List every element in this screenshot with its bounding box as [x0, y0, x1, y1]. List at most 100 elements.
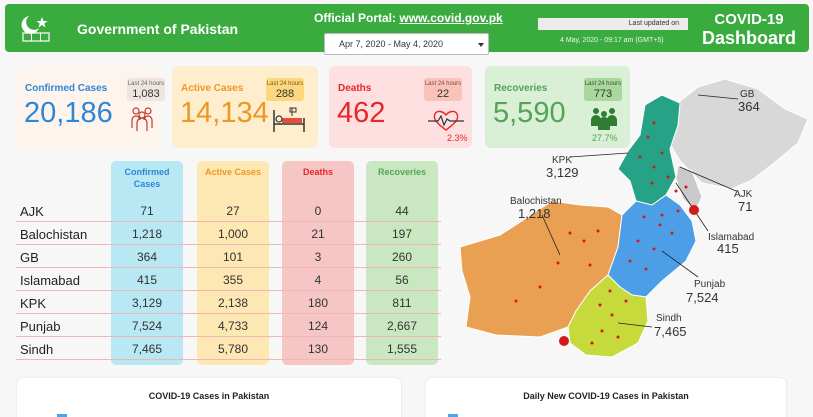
map-label-punjab-name: Punjab [694, 279, 726, 290]
cell-deaths: 3 [314, 250, 322, 264]
deaths-24h-label: Last 24 hours [424, 81, 462, 87]
cell-deaths: 21 [311, 227, 325, 241]
active-card: Active Cases 14,134 Last 24 hours 288 [172, 66, 318, 148]
cell-active: 101 [222, 250, 244, 264]
cell-confirmed: 7,465 [131, 342, 163, 356]
last-updated-label: Last updated on [538, 18, 688, 30]
legend-swatch [57, 414, 67, 417]
col-head-active: Active Cases [204, 167, 262, 177]
cell-recoveries: 197 [391, 227, 413, 241]
cell-deaths: 124 [307, 319, 329, 333]
pakistan-map[interactable]: GB 364 KPK 3,129 AJK 71 Balochistan 1,21… [440, 65, 813, 370]
active-24h-value: 288 [275, 88, 295, 100]
map-label-balochistan-name: Balochistan [510, 196, 562, 207]
cell-active: 1,000 [217, 227, 249, 241]
map-region-kpk [617, 94, 681, 206]
cell-active: 5,780 [217, 342, 249, 356]
deaths-value: 462 [337, 97, 386, 129]
confirmed-label: Confirmed Cases [25, 83, 108, 94]
confirmed-value: 20,186 [24, 97, 113, 129]
death-rate: 2.3% [447, 133, 468, 143]
table-row: Islamabad 415 355 4 56 [16, 268, 441, 291]
table-row: KPK 3,129 2,138 180 811 [16, 291, 441, 314]
deaths-24h-badge: Last 24 hours 22 [424, 78, 462, 101]
col-head-confirmed: Confirmed Cases [124, 167, 170, 189]
map-label-islamabad-value: 415 [717, 241, 739, 256]
deaths-column [282, 161, 354, 365]
portal-line: Official Portal: www.covid.gov.pk [314, 11, 503, 25]
active-24h-badge: Last 24 hours 288 [266, 78, 304, 101]
daily-chart-title: Daily New COVID-19 Cases in Pakistan [523, 391, 689, 401]
recoveries-column [366, 161, 438, 365]
cases-chart-legend [57, 414, 70, 417]
cases-chart-title: COVID-19 Cases in Pakistan [148, 391, 270, 401]
table-row: Punjab 7,524 4,733 124 2,667 [16, 314, 441, 337]
map-label-sindh-name: Sindh [656, 313, 682, 324]
cell-deaths: 0 [314, 204, 322, 218]
date-range-value: Apr 7, 2020 - May 4, 2020 [339, 39, 444, 49]
active-24h-label: Last 24 hours [266, 81, 304, 87]
col-head-recoveries: Recoveries [377, 167, 427, 177]
confirmed-24h-label: Last 24 hours [127, 81, 165, 87]
deaths-24h-value: 22 [436, 88, 450, 100]
confirmed-24h-badge: Last 24 hours 1,083 [127, 78, 165, 101]
province-name: KPK [20, 296, 47, 311]
province-name: Islamabad [20, 273, 80, 288]
active-column [197, 161, 269, 365]
table-row: AJK 71 27 0 44 [16, 199, 441, 222]
cell-deaths: 180 [307, 296, 329, 310]
dashboard-title-line2: Dashboard [701, 28, 797, 48]
deaths-card: Deaths 462 Last 24 hours 22 2.3% [329, 66, 472, 148]
recoveries-card: Recoveries 5,590 Last 24 hours 773 27.7% [485, 66, 630, 148]
province-name: GB [20, 250, 39, 265]
deaths-label: Deaths [338, 83, 372, 94]
gov-title: Government of Pakistan [77, 21, 239, 37]
map-region-sindh [567, 274, 649, 358]
recoveries-label: Recoveries [494, 83, 548, 94]
portal-link[interactable]: www.covid.gov.pk [399, 11, 503, 25]
cell-confirmed: 71 [140, 204, 154, 218]
cell-active: 355 [222, 273, 244, 287]
map-label-gb-value: 364 [738, 99, 760, 114]
last-updated-time: 4 May, 2020 - 09:17 am (GMT+5) [560, 37, 664, 44]
cell-deaths: 130 [307, 342, 329, 356]
cell-confirmed: 1,218 [131, 227, 163, 241]
cell-recoveries: 2,667 [386, 319, 418, 333]
table-row: Balochistan 1,218 1,000 21 197 [16, 222, 441, 245]
cell-recoveries: 811 [392, 296, 412, 310]
recoveries-24h-label: Last 24 hours [584, 81, 622, 87]
recovery-rate: 27.7% [592, 133, 618, 143]
recoveries-value: 5,590 [493, 97, 566, 129]
dashboard-title: COVID-19 Dashboard [697, 10, 801, 48]
heartbeat-icon [428, 110, 464, 131]
dashboard-title-line1: COVID-19 [714, 11, 784, 28]
case-markers [514, 121, 699, 346]
cell-confirmed: 3,129 [131, 296, 163, 310]
cases-chart-panel: COVID-19 Cases in Pakistan [17, 378, 401, 417]
province-name: Sindh [20, 342, 54, 357]
date-range-select[interactable]: Apr 7, 2020 - May 4, 2020 [324, 33, 489, 55]
cell-recoveries: 1,555 [386, 342, 418, 356]
emblem-icon [21, 16, 50, 42]
active-label: Active Cases [181, 83, 244, 94]
cell-confirmed: 415 [136, 273, 158, 287]
people-icon [131, 107, 153, 131]
province-name: Punjab [20, 319, 61, 334]
map-label-kpk-name: KPK [552, 155, 572, 166]
legend-swatch [448, 414, 458, 417]
map-label-islamabad-name: Islamabad [708, 232, 754, 243]
recoveries-24h-value: 773 [593, 88, 613, 100]
table-row: Sindh 7,465 5,780 130 1,555 [16, 337, 441, 360]
daily-chart-panel: Daily New COVID-19 Cases in Pakistan [426, 378, 786, 417]
cell-recoveries: 56 [395, 273, 409, 287]
confirmed-24h-value: 1,083 [132, 88, 160, 100]
cell-active: 27 [226, 204, 240, 218]
map-label-punjab-value: 7,524 [686, 290, 719, 305]
map-label-kpk-value: 3,129 [546, 165, 579, 180]
cell-recoveries: 44 [395, 204, 409, 218]
map-label-balochistan-value: 1,218 [518, 206, 551, 221]
confirmed-column [111, 161, 183, 365]
province-name: Balochistan [20, 227, 88, 242]
map-label-ajk-value: 71 [738, 199, 752, 214]
confirmed-card: Confirmed Cases 20,186 Last 24 hours 1,0… [16, 66, 165, 148]
